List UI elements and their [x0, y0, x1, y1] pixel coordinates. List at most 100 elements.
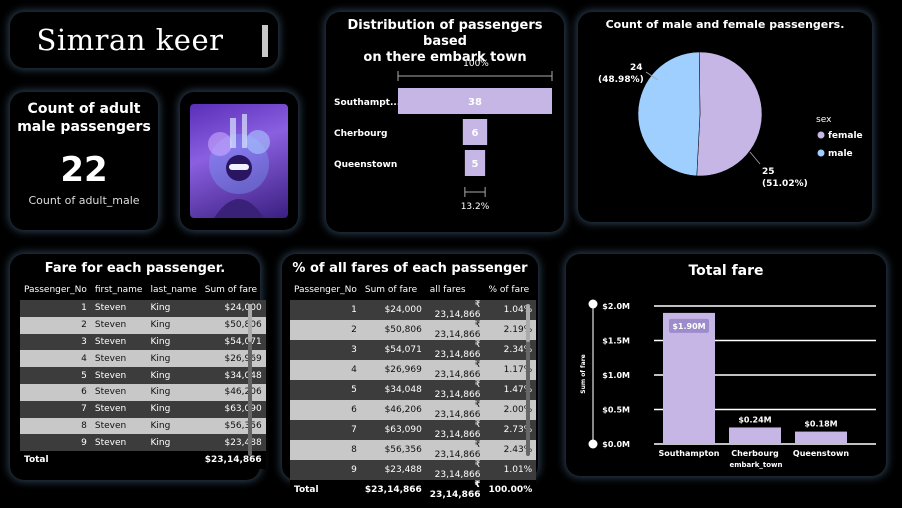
fare-cell: Steven [90, 300, 147, 317]
fare-cell: 2 [20, 316, 91, 334]
fare-cell: King [146, 300, 201, 317]
pct-header-cell[interactable]: all fares [429, 285, 466, 295]
pct-table-row[interactable]: 4 $26,969 ₹ 23,14,866 1.17% [290, 360, 537, 380]
pct-cell: 1 [290, 300, 361, 320]
fare-table-scrollbar[interactable] [248, 304, 252, 456]
embark-chart-svg: 100% Southampt... 38 Cherbourg 6 Queenstown 5… [334, 59, 553, 212]
fare-cell: King [146, 417, 201, 435]
pct-cell: ₹ 23,14,866 [425, 320, 485, 340]
total-fare-bar[interactable] [663, 312, 715, 444]
embark-bar-value-label: 5 [472, 159, 479, 170]
fare-table-row[interactable]: 1 Steven King $24,000 [20, 300, 266, 317]
kpi-title: Count of adult male passengers [10, 100, 158, 136]
legend-label-male[interactable]: male [828, 149, 853, 159]
pct-cell: 2.00% [484, 400, 537, 420]
pct-table: Passenger_No Sum of fare all fares % of far… [290, 280, 537, 500]
embark-bar[interactable] [464, 150, 486, 176]
fare-cell: King [146, 333, 201, 351]
fare-cell: King [146, 316, 201, 334]
total-fare-x-axis-title: embark_town [730, 461, 783, 469]
fare-table-row[interactable]: 8 Steven King $56,356 [20, 417, 266, 435]
pct-cell: $26,969 [360, 360, 426, 380]
pct-table-scrollbar[interactable] [526, 304, 530, 456]
fare-cell: 5 [20, 367, 91, 384]
pct-cell: 3 [290, 340, 361, 360]
legend-marker-male[interactable] [817, 149, 825, 157]
legend-marker-female[interactable] [817, 131, 825, 139]
embark-bar[interactable] [398, 88, 552, 114]
fare-cell: Steven [90, 400, 147, 418]
pct-cell: ₹ 23,14,866 [425, 400, 485, 420]
fare-cell: Steven [90, 316, 147, 334]
pct-cell: 2.43% [484, 440, 537, 460]
gender-pie-card[interactable]: Count of male and female passengers. 25 (… [578, 12, 872, 222]
pct-total-cell: ₹ 23,14,866 [425, 480, 485, 500]
pct-header-cell[interactable]: Sum of fare [364, 285, 418, 295]
pct-cell: ₹ 23,14,866 [425, 460, 485, 480]
pct-table-row[interactable]: 1 $24,000 ₹ 23,14,866 1.04% [290, 300, 537, 320]
fare-table-row[interactable]: 3 Steven King $54,071 [20, 333, 266, 351]
fare-cell: Steven [90, 367, 147, 384]
pct-table-row[interactable]: 5 $34,048 ₹ 23,14,866 1.47% [290, 380, 537, 400]
pct-header-cell[interactable]: Passenger_No [294, 285, 357, 295]
fare-table-row[interactable]: 7 Steven King $63,090 [20, 400, 266, 418]
fare-header-cell[interactable]: last_name [150, 285, 197, 295]
fare-table-row[interactable]: 2 Steven King $50,806 [20, 316, 266, 334]
legend-label-female[interactable]: female [828, 131, 863, 141]
kpi-title-line2: male passengers [17, 119, 151, 135]
pct-cell: $50,806 [360, 320, 426, 340]
embark-town-chart-card[interactable]: Distribution of passengers based on ther… [326, 12, 564, 232]
total-fare-chart-card[interactable]: Total fare Sum of fare $0.0M $0.5M $1.0M $1… [566, 254, 886, 476]
pie-slice-female[interactable] [696, 51, 763, 177]
adult-male-kpi-card[interactable]: Count of adult male passengers 22 Count … [10, 92, 158, 230]
y-zoom-slider-top-handle[interactable] [588, 299, 598, 309]
pct-table-scroll-thumb[interactable] [526, 304, 530, 342]
gender-chart-title: Count of male and female passengers. [605, 18, 845, 31]
pct-header-cell[interactable]: % of fare [488, 285, 530, 295]
fare-cell: $34,048 [200, 367, 266, 384]
fare-cell: $24,000 [200, 300, 266, 317]
pie-slice-male[interactable] [637, 51, 701, 177]
y-zoom-slider-bottom-handle[interactable] [588, 439, 598, 449]
pct-table-row[interactable]: 3 $54,071 ₹ 23,14,866 2.34% [290, 340, 537, 360]
fare-table-row[interactable]: 9 Steven King $23,488 [20, 434, 266, 452]
fare-table-card[interactable]: Fare for each passenger. Passenger_No fir… [10, 254, 266, 480]
report-title: Simran keer [36, 23, 224, 57]
embark-bar[interactable] [462, 119, 488, 145]
pct-cell: 8 [290, 440, 361, 460]
pct-cell: $56,356 [360, 440, 426, 460]
fare-header-cell[interactable]: Sum of fare [204, 285, 258, 295]
fare-table-row[interactable]: 6 Steven King $46,206 [20, 383, 266, 401]
fare-table-row[interactable]: 4 Steven King $26,969 [20, 350, 266, 368]
pie-legend-title: sex [816, 115, 832, 125]
pct-cell: 1.01% [484, 460, 537, 480]
pct-table-row[interactable]: 8 $56,356 ₹ 23,14,866 2.43% [290, 440, 537, 460]
pct-cell: $24,000 [360, 300, 426, 320]
pct-table-row[interactable]: 2 $50,806 ₹ 23,14,866 2.19% [290, 320, 537, 340]
pct-total-cell: Total [290, 480, 361, 500]
pct-table-card[interactable]: % of all fares of each passenger Passeng… [282, 254, 538, 500]
pct-table-row[interactable]: 7 $63,090 ₹ 23,14,866 2.73% [290, 420, 537, 440]
fare-table-header: Passenger_No first_name last_name Sum of fa… [20, 280, 266, 300]
funnel-top-percent: 100% [463, 59, 489, 69]
pie-leader-female [749, 151, 761, 165]
fare-cell: King [146, 434, 201, 452]
fare-header-cell[interactable]: first_name [94, 285, 143, 295]
pie-label-male-pct: (48.98%) [598, 75, 644, 85]
pct-table-row[interactable]: 9 $23,488 ₹ 23,14,866 1.01% [290, 460, 537, 480]
fare-cell: Steven [90, 333, 147, 351]
total-fare-bar[interactable] [729, 427, 781, 444]
total-fare-y-axis-title: Sum of fare [580, 354, 587, 393]
fare-table-row[interactable]: 5 Steven King $34,048 [20, 367, 266, 384]
pie-label-male-value: 24 [630, 63, 643, 73]
total-fare-title: Total fare [688, 263, 763, 279]
pct-table-row[interactable]: 6 $46,206 ₹ 23,14,866 2.00% [290, 400, 537, 420]
pct-total-cell: $23,14,866 [360, 480, 426, 500]
pie-label-female-pct: (51.02%) [762, 179, 808, 189]
fare-total-row: Total $23,14,866 [20, 451, 266, 470]
fare-header-cell[interactable]: Passenger_No [24, 285, 87, 295]
fare-table-scroll-thumb[interactable] [248, 304, 252, 342]
total-fare-bar[interactable] [795, 431, 847, 444]
total-fare-bar-value-label: $0.24M [738, 415, 771, 424]
fare-cell: Steven [90, 434, 147, 452]
